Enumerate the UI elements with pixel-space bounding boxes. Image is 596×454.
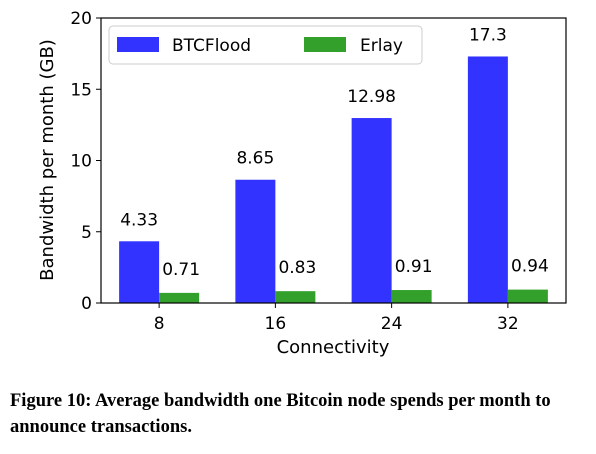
ticks-group: 8 16 24 32 0 5 10 15 20: [70, 9, 518, 334]
data-label-btcflood-32: 17.3: [469, 25, 507, 45]
x-tick-label-16: 16: [265, 314, 287, 334]
bar-btcflood-32: [467, 56, 508, 303]
data-label-btcflood-16: 8.65: [236, 149, 274, 169]
legend-swatch-btcflood: [117, 37, 159, 52]
legend-frame: [108, 25, 423, 65]
legend-swatch-erlay: [304, 37, 346, 52]
bar-chart: 4.33 0.71 8.65 0.83 12.98 0.91 17.3 0.94 8 16 24 3…: [37, 9, 567, 358]
legend-label-erlay: Erlay: [360, 36, 403, 56]
legend: BTCFlood Erlay: [108, 25, 423, 65]
plot-frame: [100, 17, 567, 304]
y-tick-label-0: 0: [81, 294, 92, 314]
y-tick-label-10: 10: [70, 152, 92, 172]
bar-btcflood-16: [235, 179, 276, 303]
bar-btcflood-8: [119, 241, 160, 303]
data-label-erlay-16: 0.83: [278, 258, 316, 278]
x-axis-label: Connectivity: [277, 337, 390, 358]
x-tick-label-8: 8: [154, 314, 165, 334]
y-tick-label-20: 20: [70, 9, 92, 29]
y-tick-label-15: 15: [70, 80, 92, 100]
y-axis-label: Bandwidth per month (GB): [37, 39, 58, 281]
bar-erlay-24: [391, 290, 432, 303]
data-label-erlay-32: 0.94: [511, 257, 549, 277]
bar-erlay-16: [275, 291, 316, 303]
legend-label-btcflood: BTCFlood: [172, 36, 251, 56]
y-tick-label-5: 5: [81, 223, 92, 243]
data-label-erlay-24: 0.91: [395, 257, 433, 277]
data-label-btcflood-8: 4.33: [120, 210, 158, 230]
x-tick-label-24: 24: [381, 314, 403, 334]
data-label-erlay-8: 0.71: [162, 260, 200, 280]
x-tick-label-32: 32: [497, 314, 519, 334]
bar-btcflood-24: [351, 118, 392, 303]
data-label-btcflood-24: 12.98: [347, 87, 396, 107]
figure-caption: Figure 10: Average bandwidth one Bitcoin…: [10, 391, 551, 437]
bar-erlay-8: [159, 292, 200, 303]
bars-group: 4.33 0.71 8.65 0.83 12.98 0.91 17.3 0.94: [119, 25, 549, 303]
bar-erlay-32: [507, 289, 548, 303]
